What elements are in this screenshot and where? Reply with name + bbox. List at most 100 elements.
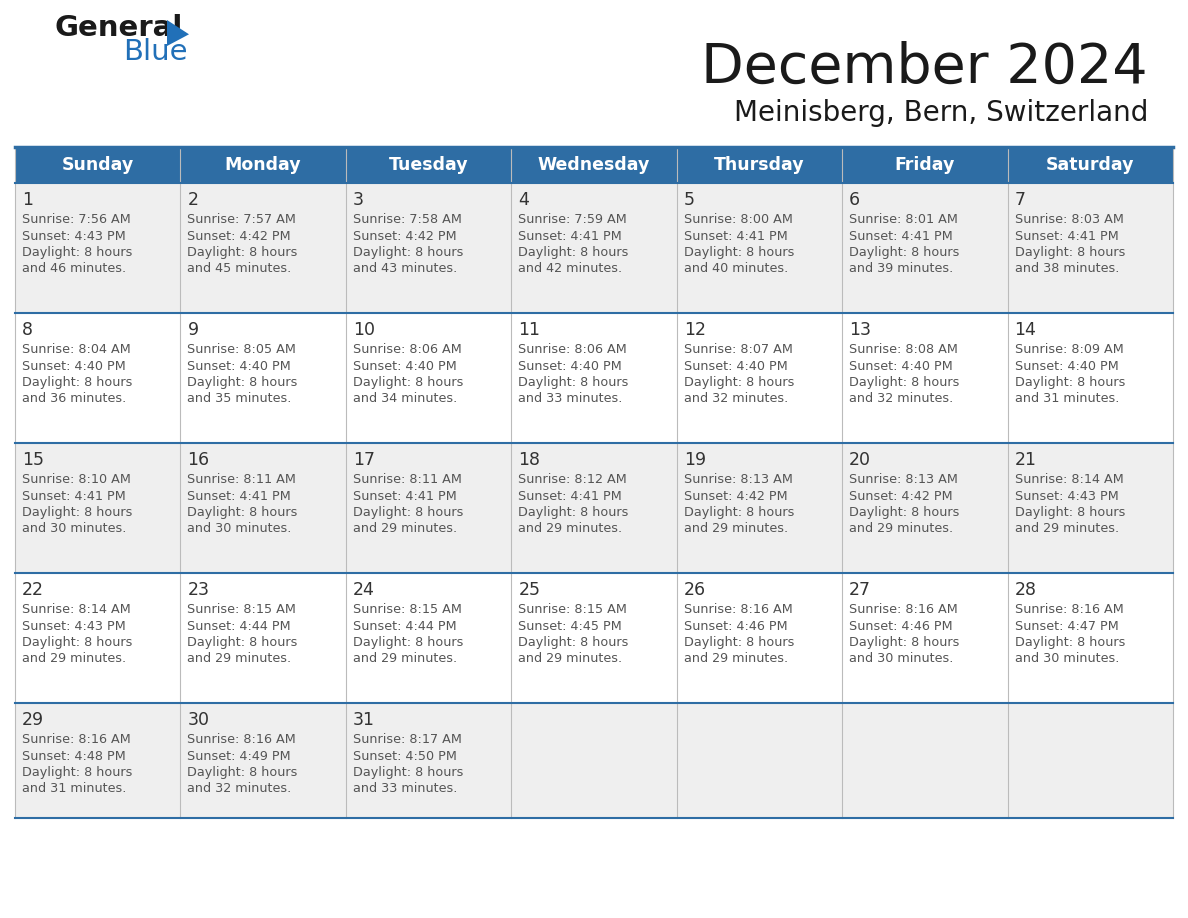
Text: Sunset: 4:42 PM: Sunset: 4:42 PM [849, 489, 953, 502]
Text: Daylight: 8 hours: Daylight: 8 hours [188, 506, 298, 519]
Text: and 32 minutes.: and 32 minutes. [849, 393, 954, 406]
Text: 12: 12 [684, 321, 706, 339]
Text: 23: 23 [188, 581, 209, 599]
Text: Monday: Monday [225, 156, 302, 174]
Text: Sunset: 4:41 PM: Sunset: 4:41 PM [353, 489, 456, 502]
Text: Daylight: 8 hours: Daylight: 8 hours [849, 376, 960, 389]
Text: Daylight: 8 hours: Daylight: 8 hours [1015, 506, 1125, 519]
Bar [15, 573, 1173, 703]
Text: Sunset: 4:46 PM: Sunset: 4:46 PM [849, 620, 953, 633]
Text: Sunset: 4:47 PM: Sunset: 4:47 PM [1015, 620, 1118, 633]
Text: Tuesday: Tuesday [388, 156, 468, 174]
Text: Sunset: 4:41 PM: Sunset: 4:41 PM [23, 489, 126, 502]
Text: 18: 18 [518, 451, 541, 469]
Text: Sunrise: 8:13 AM: Sunrise: 8:13 AM [849, 473, 958, 486]
Text: General: General [55, 14, 183, 42]
Text: and 33 minutes.: and 33 minutes. [518, 393, 623, 406]
Text: and 45 minutes.: and 45 minutes. [188, 263, 292, 275]
Text: and 29 minutes.: and 29 minutes. [1015, 522, 1119, 535]
Text: Sunrise: 8:17 AM: Sunrise: 8:17 AM [353, 733, 462, 746]
Text: 27: 27 [849, 581, 871, 599]
Text: Sunset: 4:40 PM: Sunset: 4:40 PM [849, 360, 953, 373]
Text: and 29 minutes.: and 29 minutes. [849, 522, 953, 535]
Text: and 30 minutes.: and 30 minutes. [188, 522, 292, 535]
Text: and 29 minutes.: and 29 minutes. [353, 653, 457, 666]
Text: Daylight: 8 hours: Daylight: 8 hours [23, 636, 132, 649]
Text: Sunset: 4:40 PM: Sunset: 4:40 PM [684, 360, 788, 373]
Text: Sunrise: 7:58 AM: Sunrise: 7:58 AM [353, 213, 462, 226]
Text: Sunset: 4:44 PM: Sunset: 4:44 PM [353, 620, 456, 633]
Text: 4: 4 [518, 191, 529, 209]
Text: and 38 minutes.: and 38 minutes. [1015, 263, 1119, 275]
Text: 14: 14 [1015, 321, 1036, 339]
Text: and 31 minutes.: and 31 minutes. [23, 782, 126, 796]
Text: Sunrise: 8:11 AM: Sunrise: 8:11 AM [188, 473, 296, 486]
Text: Daylight: 8 hours: Daylight: 8 hours [684, 376, 794, 389]
Text: Sunrise: 7:57 AM: Sunrise: 7:57 AM [188, 213, 296, 226]
Text: and 29 minutes.: and 29 minutes. [684, 522, 788, 535]
Text: Sunset: 4:41 PM: Sunset: 4:41 PM [518, 489, 623, 502]
Text: Daylight: 8 hours: Daylight: 8 hours [353, 376, 463, 389]
Text: 31: 31 [353, 711, 375, 729]
Text: Sunset: 4:44 PM: Sunset: 4:44 PM [188, 620, 291, 633]
Text: Sunrise: 8:06 AM: Sunrise: 8:06 AM [353, 343, 462, 356]
Text: Daylight: 8 hours: Daylight: 8 hours [684, 246, 794, 259]
Text: Sunrise: 8:16 AM: Sunrise: 8:16 AM [684, 603, 792, 616]
Text: Daylight: 8 hours: Daylight: 8 hours [23, 376, 132, 389]
Text: Sunrise: 8:05 AM: Sunrise: 8:05 AM [188, 343, 296, 356]
Text: Sunset: 4:48 PM: Sunset: 4:48 PM [23, 749, 126, 763]
Text: 2: 2 [188, 191, 198, 209]
Text: Daylight: 8 hours: Daylight: 8 hours [353, 766, 463, 779]
Text: Sunrise: 8:13 AM: Sunrise: 8:13 AM [684, 473, 792, 486]
Text: Daylight: 8 hours: Daylight: 8 hours [518, 246, 628, 259]
Text: and 30 minutes.: and 30 minutes. [23, 522, 126, 535]
Text: Daylight: 8 hours: Daylight: 8 hours [188, 246, 298, 259]
Text: Sunset: 4:43 PM: Sunset: 4:43 PM [23, 230, 126, 242]
Text: and 31 minutes.: and 31 minutes. [1015, 393, 1119, 406]
Text: Sunset: 4:43 PM: Sunset: 4:43 PM [23, 620, 126, 633]
Text: Sunrise: 8:15 AM: Sunrise: 8:15 AM [188, 603, 296, 616]
Text: 16: 16 [188, 451, 209, 469]
Text: 28: 28 [1015, 581, 1037, 599]
Text: and 42 minutes.: and 42 minutes. [518, 263, 623, 275]
Text: Daylight: 8 hours: Daylight: 8 hours [518, 636, 628, 649]
Text: Sunrise: 8:08 AM: Sunrise: 8:08 AM [849, 343, 958, 356]
Text: Daylight: 8 hours: Daylight: 8 hours [684, 636, 794, 649]
Text: Daylight: 8 hours: Daylight: 8 hours [353, 506, 463, 519]
Text: Daylight: 8 hours: Daylight: 8 hours [849, 636, 960, 649]
Text: Sunrise: 8:16 AM: Sunrise: 8:16 AM [188, 733, 296, 746]
Text: Sunset: 4:40 PM: Sunset: 4:40 PM [1015, 360, 1118, 373]
Text: Meinisberg, Bern, Switzerland: Meinisberg, Bern, Switzerland [734, 99, 1148, 127]
Text: Daylight: 8 hours: Daylight: 8 hours [1015, 636, 1125, 649]
Text: 30: 30 [188, 711, 209, 729]
Text: and 29 minutes.: and 29 minutes. [518, 653, 623, 666]
Text: Daylight: 8 hours: Daylight: 8 hours [684, 506, 794, 519]
Text: 26: 26 [684, 581, 706, 599]
Text: Sunday: Sunday [62, 156, 134, 174]
Text: Sunset: 4:40 PM: Sunset: 4:40 PM [188, 360, 291, 373]
Text: Sunset: 4:41 PM: Sunset: 4:41 PM [518, 230, 623, 242]
Text: Daylight: 8 hours: Daylight: 8 hours [849, 246, 960, 259]
Text: and 29 minutes.: and 29 minutes. [684, 653, 788, 666]
Bar [15, 147, 1173, 183]
Text: and 46 minutes.: and 46 minutes. [23, 263, 126, 275]
Text: Sunset: 4:40 PM: Sunset: 4:40 PM [23, 360, 126, 373]
Text: Sunset: 4:42 PM: Sunset: 4:42 PM [353, 230, 456, 242]
Text: and 29 minutes.: and 29 minutes. [353, 522, 457, 535]
Text: December 2024: December 2024 [701, 41, 1148, 95]
Text: and 33 minutes.: and 33 minutes. [353, 782, 457, 796]
Text: and 39 minutes.: and 39 minutes. [849, 263, 954, 275]
Text: Sunset: 4:42 PM: Sunset: 4:42 PM [684, 489, 788, 502]
Text: 10: 10 [353, 321, 375, 339]
Bar [15, 183, 1173, 313]
Text: Saturday: Saturday [1047, 156, 1135, 174]
Bar [15, 703, 1173, 818]
Text: 3: 3 [353, 191, 364, 209]
Text: Daylight: 8 hours: Daylight: 8 hours [1015, 376, 1125, 389]
Text: Sunrise: 7:59 AM: Sunrise: 7:59 AM [518, 213, 627, 226]
Text: Daylight: 8 hours: Daylight: 8 hours [23, 766, 132, 779]
Text: Sunrise: 8:15 AM: Sunrise: 8:15 AM [518, 603, 627, 616]
Text: Wednesday: Wednesday [538, 156, 650, 174]
Text: and 34 minutes.: and 34 minutes. [353, 393, 457, 406]
Text: Sunrise: 8:03 AM: Sunrise: 8:03 AM [1015, 213, 1124, 226]
